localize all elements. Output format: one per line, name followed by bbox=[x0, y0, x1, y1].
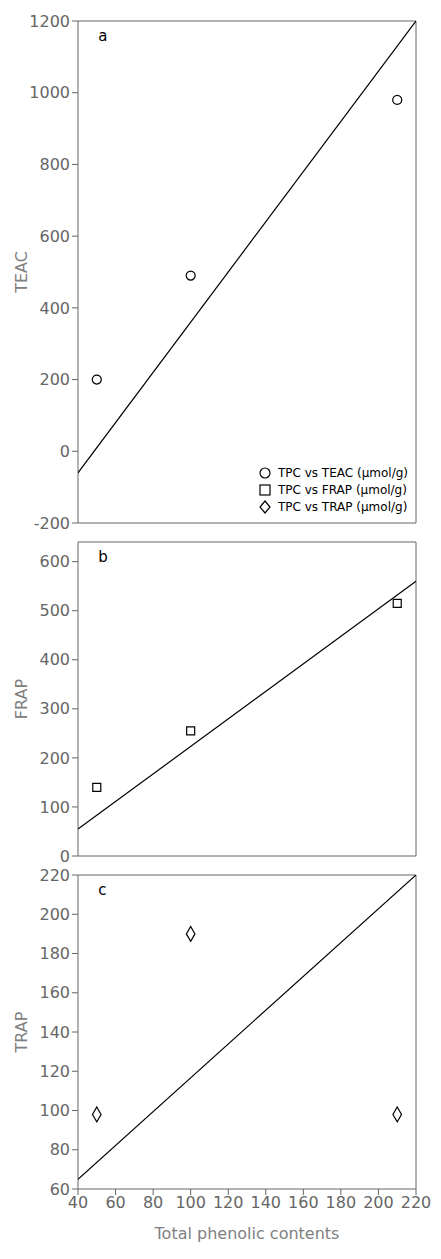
svg-text:600: 600 bbox=[39, 227, 70, 246]
svg-text:400: 400 bbox=[39, 299, 70, 318]
svg-text:TRAP: TRAP bbox=[12, 1011, 31, 1053]
svg-text:140: 140 bbox=[39, 1023, 70, 1042]
svg-text:1200: 1200 bbox=[29, 12, 70, 31]
svg-text:120: 120 bbox=[39, 1062, 70, 1081]
svg-text:40: 40 bbox=[68, 1193, 88, 1212]
svg-text:1000: 1000 bbox=[29, 83, 70, 102]
svg-text:60: 60 bbox=[50, 1180, 70, 1199]
svg-text:160: 160 bbox=[39, 983, 70, 1002]
svg-text:400: 400 bbox=[39, 650, 70, 669]
svg-text:160: 160 bbox=[288, 1193, 319, 1212]
html-text:b: b bbox=[98, 548, 108, 566]
html-text:TPC vs FRAP (μmol/g): TPC vs FRAP (μmol/g) bbox=[277, 483, 407, 497]
svg-text:200: 200 bbox=[39, 905, 70, 924]
svg-text:80: 80 bbox=[143, 1193, 163, 1212]
svg-text:800: 800 bbox=[39, 155, 70, 174]
svg-text:300: 300 bbox=[39, 699, 70, 718]
svg-text:180: 180 bbox=[39, 944, 70, 963]
svg-text:100: 100 bbox=[175, 1193, 206, 1212]
svg-text:60: 60 bbox=[105, 1193, 125, 1212]
svg-text:200: 200 bbox=[39, 749, 70, 768]
svg-text:FRAP: FRAP bbox=[12, 679, 31, 720]
svg-text:120: 120 bbox=[213, 1193, 244, 1212]
svg-text:180: 180 bbox=[326, 1193, 357, 1212]
html-text:TPC vs TRAP (μmol/g): TPC vs TRAP (μmol/g) bbox=[277, 500, 408, 514]
svg-text:-200: -200 bbox=[34, 514, 70, 529]
svg-text:0: 0 bbox=[60, 847, 70, 862]
svg-text:200: 200 bbox=[363, 1193, 394, 1212]
svg-text:200: 200 bbox=[39, 370, 70, 389]
svg-text:0: 0 bbox=[60, 442, 70, 461]
svg-text:TEAC: TEAC bbox=[12, 251, 31, 294]
html-text:a: a bbox=[98, 27, 108, 45]
html-text:c: c bbox=[98, 881, 107, 899]
svg-text:600: 600 bbox=[39, 552, 70, 571]
svg-text:100: 100 bbox=[39, 798, 70, 817]
svg-text:80: 80 bbox=[50, 1140, 70, 1159]
svg-text:140: 140 bbox=[251, 1193, 282, 1212]
html-text:TPC vs TEAC (μmol/g): TPC vs TEAC (μmol/g) bbox=[277, 466, 408, 480]
svg-text:220: 220 bbox=[39, 866, 70, 885]
svg-text:500: 500 bbox=[39, 601, 70, 620]
svg-text:Total phenolic contents: Total phenolic contents bbox=[154, 1224, 340, 1243]
svg-text:220: 220 bbox=[401, 1193, 432, 1212]
svg-text:100: 100 bbox=[39, 1101, 70, 1120]
